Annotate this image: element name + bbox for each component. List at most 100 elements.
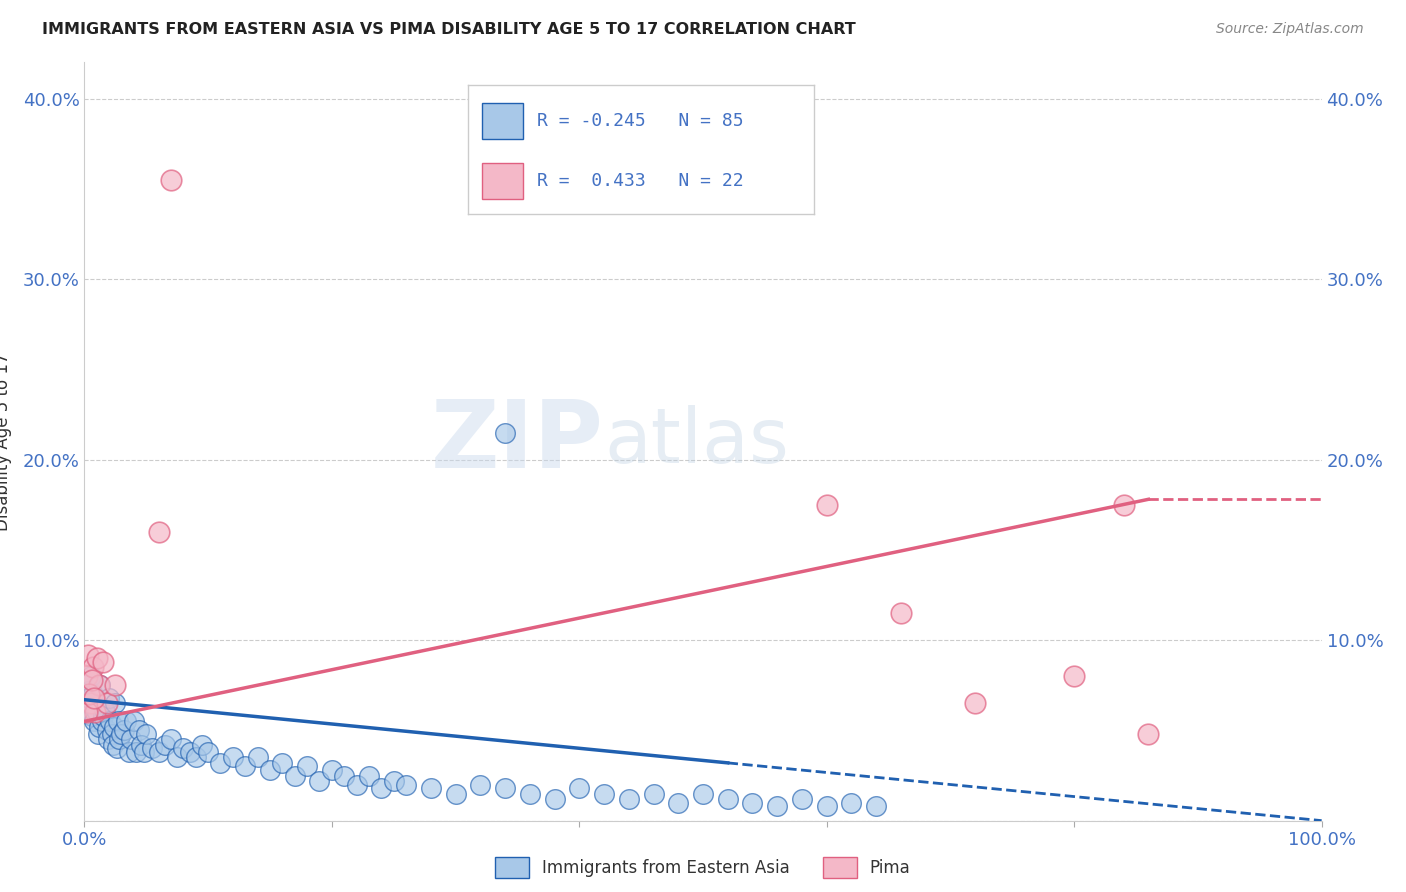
Point [271,756,294,770]
Point [91,655,114,669]
Point [90,714,112,729]
Point [148,745,170,759]
Point [107,714,129,729]
Text: atlas: atlas [605,405,789,478]
Point [865,799,887,814]
Point [87,727,110,741]
Point [741,796,763,810]
Point [593,787,616,801]
Point [132,745,155,759]
Point [120,732,142,747]
Point [295,759,318,773]
Point [617,792,640,806]
Point [122,714,145,729]
Y-axis label: Disability Age 5 to 17: Disability Age 5 to 17 [0,352,11,531]
Point [79,696,101,710]
Point [141,741,163,756]
Point [692,787,714,801]
Point [160,732,183,747]
Point [77,648,100,662]
Point [97,732,120,747]
Point [89,678,111,692]
Point [370,781,392,796]
Text: ZIP: ZIP [432,395,605,488]
Point [108,732,131,747]
Point [494,425,516,440]
Point [717,792,740,806]
Point [86,706,108,720]
Point [101,738,124,752]
Point [815,799,838,814]
Point [118,745,141,759]
Point [160,173,183,187]
Point [153,738,176,752]
Point [104,696,127,710]
Point [89,678,111,692]
Point [790,792,813,806]
Point [233,759,256,773]
Point [815,498,838,512]
Point [83,690,105,705]
Point [96,696,118,710]
Point [308,773,330,788]
Point [965,696,987,710]
Point [96,723,118,738]
Point [259,763,281,777]
Point [125,745,148,759]
Point [333,768,356,782]
Point [83,714,105,729]
Point [444,787,467,801]
Point [191,738,214,752]
Point [419,781,441,796]
Point [98,690,121,705]
Point [80,709,103,723]
Point [76,696,98,710]
Point [100,727,122,741]
Point [222,750,245,764]
Text: IMMIGRANTS FROM EASTERN ASIA VS PIMA DISABILITY AGE 5 TO 17 CORRELATION CHART: IMMIGRANTS FROM EASTERN ASIA VS PIMA DIS… [42,22,856,37]
Point [148,524,170,539]
Point [112,723,135,738]
Point [93,702,115,716]
Legend: Immigrants from Eastern Asia, Pima: Immigrants from Eastern Asia, Pima [489,851,917,884]
Point [77,683,100,698]
Point [91,709,114,723]
Point [357,768,380,782]
Point [94,706,117,720]
Point [103,720,125,734]
Point [98,714,121,729]
Point [128,723,150,738]
Point [129,738,152,752]
Point [643,787,665,801]
Point [89,720,111,734]
Point [1063,669,1085,683]
Point [519,787,541,801]
Point [494,781,516,796]
Point [321,763,343,777]
Point [766,799,789,814]
Point [79,669,101,683]
Point [84,706,107,720]
Point [543,792,565,806]
Point [179,745,201,759]
Point [86,651,108,665]
Point [1137,727,1160,741]
Point [841,796,863,810]
Point [209,756,232,770]
Point [76,669,98,683]
Point [104,678,127,692]
Point [115,714,138,729]
Point [184,750,207,764]
Text: Source: ZipAtlas.com: Source: ZipAtlas.com [1216,22,1364,37]
Point [84,702,107,716]
Point [346,778,368,792]
Point [82,660,104,674]
Point [79,690,101,705]
Point [110,727,132,741]
Point [105,741,128,756]
Point [80,673,103,687]
Point [166,750,188,764]
Point [470,778,492,792]
Point [1112,498,1135,512]
Point [395,778,418,792]
